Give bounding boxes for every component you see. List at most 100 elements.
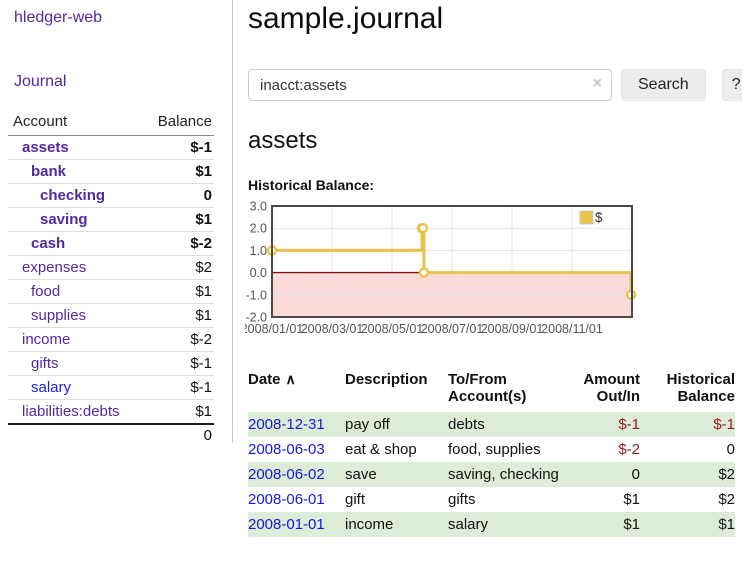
account-balance: $-1 xyxy=(141,375,214,400)
transaction-description: income xyxy=(345,516,394,533)
search-button[interactable]: Search xyxy=(621,69,706,101)
account-balance: 0 xyxy=(141,183,214,208)
transaction-balance: 0 xyxy=(726,441,735,458)
plot-border xyxy=(271,205,633,318)
x-tick-label: 2008/11/01 xyxy=(541,322,603,336)
account-name-cell: liabilities:debts xyxy=(8,400,141,425)
register-table-body: 2008-12-31 pay off debts $-1 $-1 2008-06-03 ea… xyxy=(248,412,735,537)
account-name-cell: expenses xyxy=(8,255,141,280)
clear-search-icon[interactable]: × xyxy=(592,75,602,92)
chart-title: Historical Balance: xyxy=(248,177,375,193)
register-col-amount: Amount Out/In xyxy=(583,371,640,405)
search-input[interactable] xyxy=(248,69,612,101)
account-link[interactable]: liabilities:debts xyxy=(22,403,120,420)
y-tick-label: 2.0 xyxy=(250,222,267,236)
transaction-accounts: gifts xyxy=(448,491,476,508)
transaction-date-link[interactable]: 2008-06-03 xyxy=(248,441,325,458)
accounts-col-balance: Balance xyxy=(141,110,214,136)
help-button[interactable]: ? xyxy=(721,69,742,101)
account-row: cash $-2 xyxy=(8,231,214,256)
account-row: expenses $2 xyxy=(8,255,214,280)
transaction-date-link[interactable]: 2008-12-31 xyxy=(248,416,325,433)
accounts-header-row: Account Balance xyxy=(8,110,214,136)
sidebar: hledger-web Journal Account Balance asse… xyxy=(0,0,233,447)
account-link[interactable]: gifts xyxy=(31,355,59,372)
account-name-cell: salary xyxy=(8,375,141,400)
account-link[interactable]: expenses xyxy=(22,259,87,276)
account-balance: $-1 xyxy=(141,351,214,376)
transaction-date-cell: 2008-06-02 xyxy=(248,462,345,487)
accounts-table-body: assets $-1 bank $1 checking 0 saving $1 cash $-2 e… xyxy=(8,135,214,447)
transaction-amount: 0 xyxy=(631,466,640,483)
account-link[interactable]: assets xyxy=(22,139,69,156)
search-form: × Search ? xyxy=(248,69,742,101)
transaction-date-link[interactable]: 2008-06-01 xyxy=(248,491,325,508)
account-balance: $-2 xyxy=(141,231,214,256)
data-point-marker xyxy=(417,223,429,234)
transaction-amount: $1 xyxy=(623,491,640,508)
accounts-total-row: 0 xyxy=(8,423,214,447)
account-link[interactable]: supplies xyxy=(31,307,87,324)
transaction-date-link[interactable]: 2008-06-02 xyxy=(248,466,325,483)
account-row: gifts $-1 xyxy=(8,351,214,376)
data-point-marker xyxy=(418,267,430,278)
transaction-row: 2008-01-01 income salary $1 $1 xyxy=(248,512,735,537)
y-tick-label: 0.0 xyxy=(250,266,267,280)
page-title: sample.journal xyxy=(248,2,444,35)
register-col-historical: Historical Balance xyxy=(666,371,735,405)
transaction-accounts: food, supplies xyxy=(448,441,541,458)
account-link[interactable]: saving xyxy=(40,211,88,228)
account-link[interactable]: food xyxy=(31,283,61,300)
account-link[interactable]: cash xyxy=(31,235,66,252)
balance-chart-svg: $3.0 2.0 1.0 0.0 -1.0 -2.02008/01/012008/03/0… xyxy=(241,200,637,336)
account-name-cell: income xyxy=(8,327,141,352)
x-tick-label: 2008/03/01 xyxy=(301,322,364,336)
account-link[interactable]: bank xyxy=(31,163,67,180)
search-input-wrap: × xyxy=(248,69,612,101)
sidebar-item-journal[interactable]: Journal xyxy=(14,73,67,90)
balance-chart: $3.0 2.0 1.0 0.0 -1.0 -2.0 2008/01/01 2008/03/0… xyxy=(241,200,740,353)
account-name-cell: assets xyxy=(8,135,141,160)
accounts-total-value: 0 xyxy=(8,423,214,447)
account-name-cell: bank xyxy=(8,159,141,184)
account-link[interactable]: income xyxy=(22,331,71,348)
transaction-date-cell: 2008-06-03 xyxy=(248,437,345,462)
transaction-date-cell: 2008-01-01 xyxy=(248,512,345,537)
transaction-amount: $-2 xyxy=(618,441,640,458)
account-row: salary $-1 xyxy=(8,375,214,400)
x-tick-label: 2008/07/01 xyxy=(421,322,484,336)
transaction-row: 2008-06-03 eat & shop food, supplies $-2 0 xyxy=(248,437,735,462)
transaction-balance: $2 xyxy=(718,466,735,483)
account-balance: $1 xyxy=(141,279,214,304)
transaction-amount: $-1 xyxy=(618,416,640,433)
account-row: liabilities:debts $1 xyxy=(8,400,214,425)
transaction-description: eat & shop xyxy=(345,441,417,458)
account-name-cell: gifts xyxy=(8,351,141,376)
account-balance: $-2 xyxy=(141,327,214,352)
account-name-cell: saving xyxy=(8,207,141,232)
legend-label: $ xyxy=(595,210,603,225)
legend-swatch xyxy=(579,210,594,225)
account-name-cell: checking xyxy=(8,183,141,208)
account-balance: $1 xyxy=(195,403,212,420)
account-link[interactable]: salary xyxy=(31,379,72,396)
account-balance: $1 xyxy=(141,159,214,184)
transaction-description: pay off xyxy=(345,416,390,433)
main-panel: sample.journal × Search ? assets Histori… xyxy=(241,0,742,537)
app-title-link[interactable]: hledger-web xyxy=(14,9,103,26)
transaction-amount: $1 xyxy=(623,516,640,533)
x-tick-label: 2008/01/01 xyxy=(245,322,303,336)
account-row: bank $1 xyxy=(8,159,214,184)
account-name-cell: cash xyxy=(8,231,141,256)
transaction-date-link[interactable]: 2008-01-01 xyxy=(248,516,325,533)
account-heading: assets xyxy=(248,127,318,154)
x-tick-label: 2008/09/01 xyxy=(481,322,544,336)
account-link[interactable]: checking xyxy=(40,187,106,204)
transaction-accounts: saving, checking xyxy=(448,466,559,483)
account-row: supplies $1 xyxy=(8,303,214,328)
transaction-description: save xyxy=(345,466,377,483)
register-col-date[interactable]: Date ∧ xyxy=(248,371,296,388)
account-name-cell: food xyxy=(8,279,141,304)
transaction-row: 2008-12-31 pay off debts $-1 $-1 xyxy=(248,412,735,437)
transaction-balance: $-1 xyxy=(713,416,735,433)
